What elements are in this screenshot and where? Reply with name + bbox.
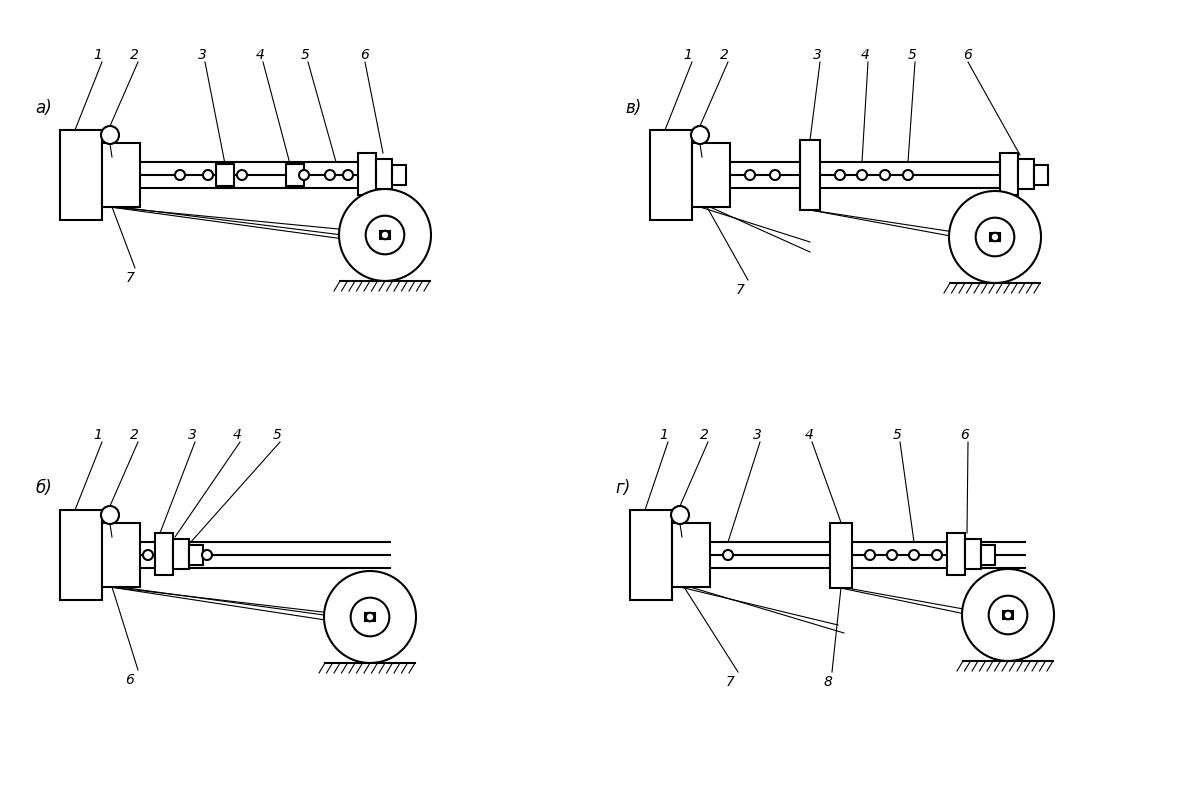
Text: 2: 2	[130, 428, 138, 442]
Bar	[989, 233, 1000, 241]
Circle shape	[949, 191, 1041, 283]
Text: в): в)	[625, 99, 642, 117]
Circle shape	[886, 550, 897, 560]
Circle shape	[691, 126, 709, 144]
Circle shape	[834, 170, 845, 180]
Circle shape	[962, 569, 1054, 661]
Text: 7: 7	[125, 271, 135, 285]
Circle shape	[723, 550, 733, 560]
Bar	[102, 143, 139, 207]
Text: 2: 2	[130, 48, 138, 62]
Bar	[358, 153, 376, 195]
Text: 5: 5	[273, 428, 281, 442]
Circle shape	[745, 170, 755, 180]
Circle shape	[365, 215, 404, 255]
Bar	[379, 231, 390, 239]
Bar	[102, 523, 139, 587]
Bar	[673, 523, 710, 587]
Text: 5: 5	[908, 48, 916, 62]
Text: 8: 8	[824, 675, 832, 689]
Circle shape	[671, 506, 689, 524]
Bar	[800, 140, 820, 210]
Bar	[650, 130, 691, 220]
Text: 6: 6	[961, 428, 969, 442]
Circle shape	[365, 613, 375, 622]
Bar	[1018, 159, 1034, 189]
Circle shape	[202, 550, 212, 560]
Bar	[155, 533, 173, 575]
Circle shape	[988, 595, 1027, 634]
Circle shape	[381, 231, 389, 239]
Text: 1: 1	[683, 48, 693, 62]
Text: 4: 4	[860, 48, 870, 62]
Circle shape	[865, 550, 875, 560]
Text: 3: 3	[753, 428, 761, 442]
Circle shape	[991, 233, 999, 241]
Text: 4: 4	[233, 428, 241, 442]
Circle shape	[175, 170, 186, 180]
Text: 5: 5	[892, 428, 902, 442]
Text: 6: 6	[361, 48, 370, 62]
Bar	[216, 164, 234, 186]
Circle shape	[975, 218, 1014, 256]
Circle shape	[100, 126, 119, 144]
Circle shape	[769, 170, 780, 180]
Bar	[376, 159, 392, 189]
Text: 4: 4	[255, 48, 265, 62]
Bar	[830, 523, 852, 587]
Bar	[286, 164, 304, 186]
Bar	[965, 539, 981, 569]
Bar	[1000, 153, 1018, 195]
Text: 1: 1	[93, 428, 103, 442]
Text: 1: 1	[93, 48, 103, 62]
Text: 4: 4	[805, 428, 813, 442]
Circle shape	[931, 550, 942, 560]
Bar	[981, 545, 995, 565]
Circle shape	[343, 170, 353, 180]
Circle shape	[857, 170, 868, 180]
Text: а): а)	[35, 99, 52, 117]
Circle shape	[324, 571, 416, 663]
Bar	[189, 545, 203, 565]
Circle shape	[881, 170, 890, 180]
Text: г): г)	[615, 479, 630, 497]
Bar	[1034, 165, 1048, 185]
Circle shape	[1004, 610, 1012, 619]
Circle shape	[203, 170, 213, 180]
Text: 7: 7	[726, 675, 734, 689]
Circle shape	[299, 170, 309, 180]
Text: 3: 3	[812, 48, 821, 62]
Text: 5: 5	[300, 48, 310, 62]
Circle shape	[351, 598, 389, 636]
Text: 6: 6	[963, 48, 973, 62]
Bar	[630, 510, 673, 600]
Text: б): б)	[35, 479, 52, 497]
Bar	[947, 533, 965, 575]
Bar	[1002, 610, 1013, 619]
Text: 2: 2	[720, 48, 728, 62]
Text: 7: 7	[735, 283, 745, 297]
Circle shape	[143, 550, 152, 560]
Circle shape	[238, 170, 247, 180]
Text: 3: 3	[197, 48, 207, 62]
Bar	[691, 143, 730, 207]
Bar	[365, 613, 376, 622]
Circle shape	[100, 506, 119, 524]
Text: 2: 2	[700, 428, 708, 442]
Circle shape	[903, 170, 913, 180]
Circle shape	[339, 189, 431, 281]
Bar	[60, 510, 102, 600]
Bar	[392, 165, 405, 185]
Text: 1: 1	[660, 428, 669, 442]
Text: 3: 3	[188, 428, 196, 442]
Bar	[60, 130, 102, 220]
Circle shape	[325, 170, 335, 180]
Text: 6: 6	[125, 673, 135, 687]
Bar	[173, 539, 189, 569]
Circle shape	[909, 550, 918, 560]
